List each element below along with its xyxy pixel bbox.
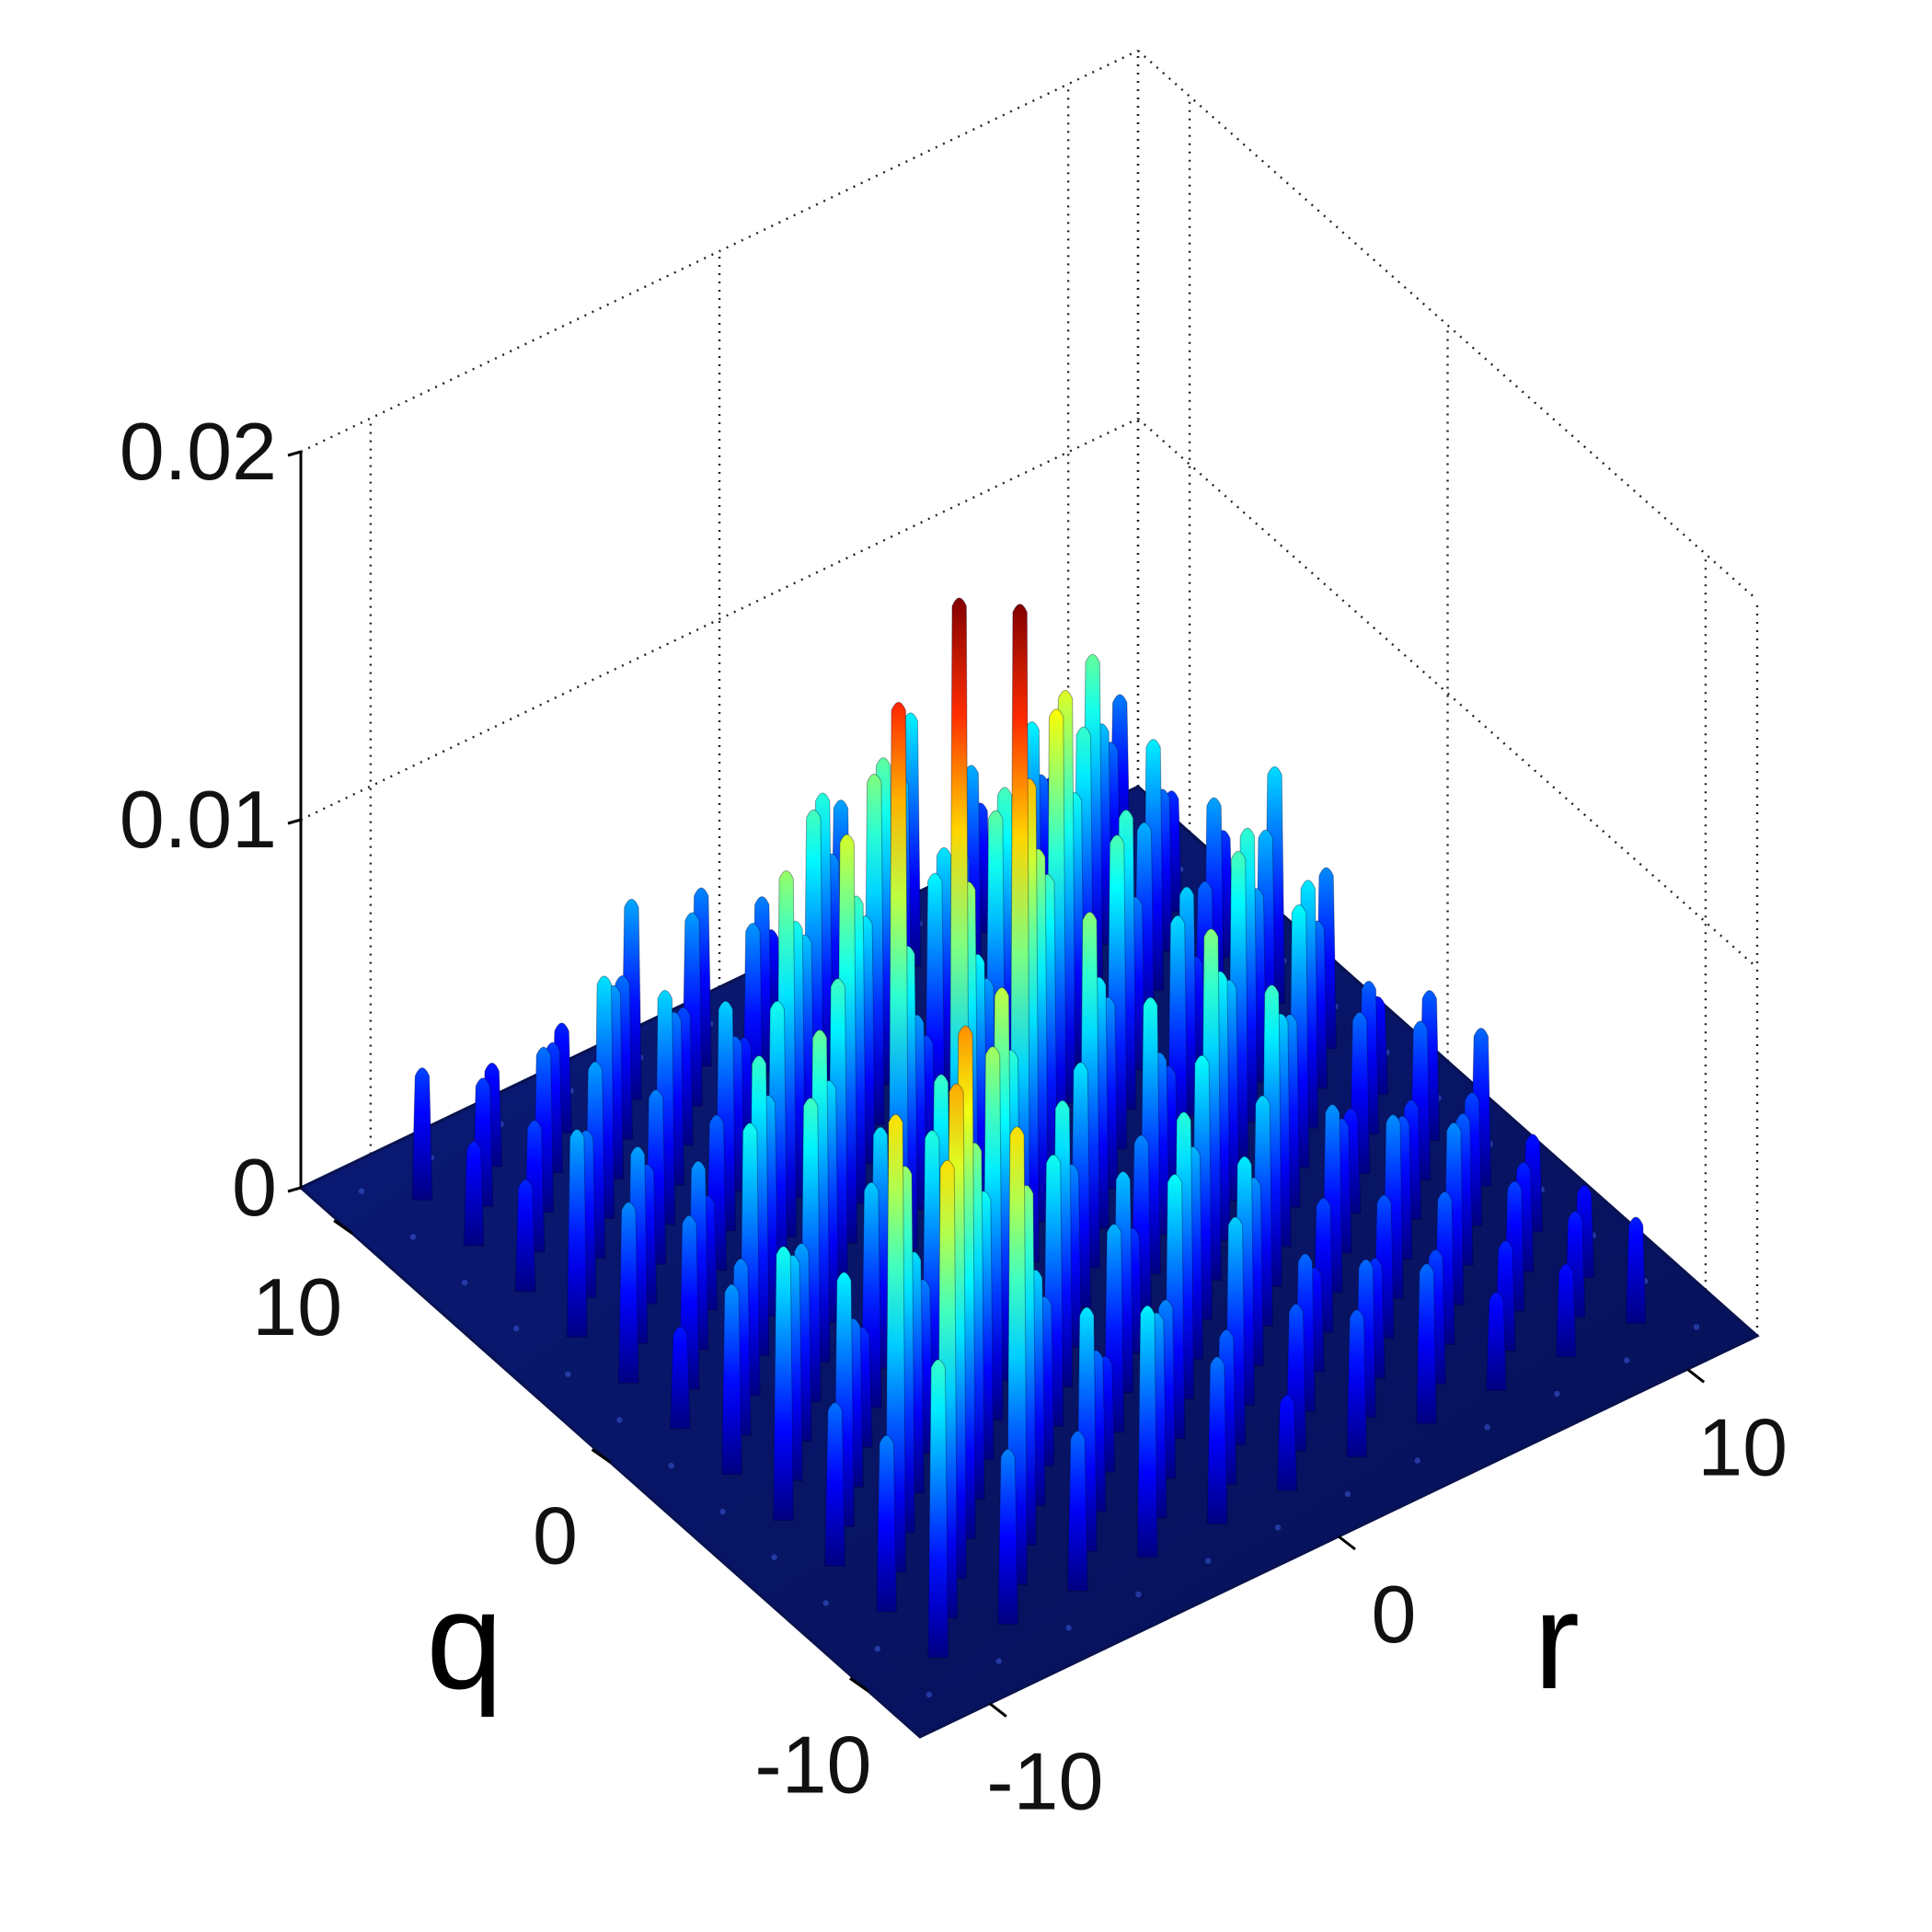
peak: [514, 1179, 536, 1293]
peak: [720, 1283, 742, 1476]
peak: [824, 1402, 846, 1567]
y-tick-label: 10: [1697, 1401, 1788, 1492]
peak: [617, 1202, 639, 1384]
peak: [1206, 1356, 1228, 1525]
x-tick-label: 0: [533, 1490, 578, 1581]
peak: [876, 1434, 898, 1613]
y-tick-label: -10: [986, 1736, 1103, 1827]
peak: [772, 1246, 795, 1522]
axes: [287, 450, 1706, 1718]
z-tick-label: 0.02: [120, 406, 277, 497]
peak: [1276, 1394, 1298, 1491]
peak: [669, 1326, 691, 1430]
peak: [463, 1141, 485, 1247]
data-peaks: [411, 597, 1647, 1659]
x-tick-label: -10: [754, 1719, 871, 1810]
tick-labels: 0 0.01 0.02 -10 0 10 -10 0 10: [120, 406, 1788, 1827]
peak: [1555, 1263, 1577, 1358]
peak: [1346, 1309, 1368, 1458]
x-axis-label: q: [426, 1563, 502, 1718]
z-tick-label: 0: [232, 1142, 277, 1233]
y-tick-label: 0: [1372, 1569, 1417, 1660]
z-tick-label: 0.01: [120, 774, 277, 865]
peak: [411, 1067, 433, 1201]
peak: [566, 1129, 588, 1339]
peak: [1485, 1291, 1507, 1391]
peak: [1416, 1263, 1438, 1425]
peak: [1136, 1305, 1158, 1558]
peak: [1066, 1431, 1088, 1592]
peak: [1625, 1216, 1647, 1325]
x-tick-label: 10: [252, 1261, 342, 1352]
peak: [997, 1448, 1019, 1626]
peak: [927, 1359, 949, 1659]
y-axis-label: r: [1534, 1563, 1580, 1718]
